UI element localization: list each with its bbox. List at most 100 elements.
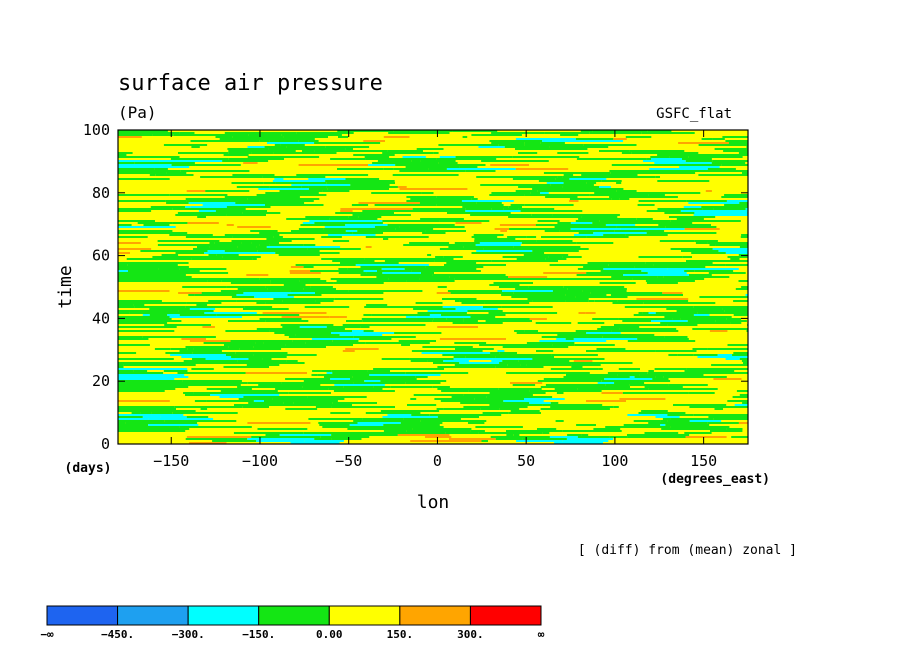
field-cell: [172, 222, 188, 224]
field-cell: [680, 318, 727, 320]
field-cell: [495, 366, 544, 368]
field-cell: [691, 252, 726, 254]
field-cell: [314, 222, 383, 224]
field-cell: [337, 168, 384, 170]
field-cell: [266, 246, 341, 248]
field-cell: [435, 256, 444, 258]
field-cell: [508, 412, 541, 414]
field-cell: [429, 314, 441, 316]
field-cell: [622, 224, 636, 226]
field-cell: [498, 388, 505, 390]
field-cell: [155, 174, 194, 176]
field-cell: [631, 218, 637, 220]
field-cell: [743, 362, 748, 364]
field-cell: [278, 254, 320, 256]
field-cell: [685, 160, 713, 162]
field-cell: [416, 148, 444, 150]
field-cell: [220, 290, 291, 292]
field-cell: [190, 140, 260, 142]
field-cell: [562, 176, 600, 178]
field-cell: [611, 276, 658, 278]
field-cell: [609, 436, 628, 438]
field-cell: [655, 312, 698, 314]
field-cell: [403, 244, 476, 246]
field-cell: [190, 206, 227, 208]
field-cell: [326, 186, 398, 188]
field-cell: [262, 176, 326, 178]
field-cell: [532, 188, 583, 190]
field-cell: [437, 366, 496, 368]
field-cell: [557, 334, 596, 336]
field-cell: [621, 152, 632, 154]
field-cell: [526, 364, 572, 366]
colorbar-swatch: [328, 605, 401, 626]
field-cell: [187, 222, 219, 224]
field-cell: [286, 360, 298, 362]
field-cell: [420, 420, 487, 422]
field-cell: [741, 286, 748, 288]
field-cell: [384, 260, 435, 262]
field-cell: [509, 228, 571, 230]
field-cell: [265, 302, 321, 304]
field-cell: [657, 154, 729, 156]
field-cell: [546, 182, 564, 184]
field-cell: [178, 310, 214, 312]
field-cell: [510, 410, 540, 412]
field-cell: [293, 402, 333, 404]
field-cell: [708, 272, 746, 274]
field-cell: [483, 206, 509, 208]
field-cell: [632, 278, 705, 280]
field-cell: [191, 368, 214, 370]
field-cell: [164, 420, 237, 422]
field-cell: [530, 192, 541, 194]
field-cell: [188, 384, 241, 386]
field-cell: [555, 296, 576, 298]
field-cell: [659, 240, 695, 242]
field-cell: [471, 252, 529, 254]
field-cell: [725, 358, 740, 360]
field-cell: [371, 192, 422, 194]
field-cell: [569, 200, 579, 202]
field-cell: [595, 334, 620, 336]
field-cell: [437, 416, 479, 418]
field-cell: [550, 184, 594, 186]
field-cell: [353, 420, 421, 422]
field-cell: [436, 204, 504, 206]
field-cell: [601, 180, 622, 182]
field-cell: [148, 424, 199, 426]
field-cell: [281, 382, 354, 384]
field-cell: [356, 426, 410, 428]
field-cell: [118, 364, 124, 366]
field-cell: [610, 384, 630, 386]
x-tick-label: −50: [335, 452, 362, 470]
field-cell: [442, 354, 474, 356]
field-cell: [616, 190, 637, 192]
field-cell: [253, 346, 326, 348]
field-cell: [273, 298, 335, 300]
field-cell: [332, 260, 375, 262]
field-cell: [118, 330, 175, 332]
heatmap-field: [118, 130, 748, 444]
field-cell: [156, 410, 196, 412]
field-cell: [186, 302, 222, 304]
field-cell: [224, 344, 286, 346]
field-cell: [286, 218, 330, 220]
field-cell: [727, 348, 748, 350]
field-cell: [449, 276, 508, 278]
field-cell: [134, 162, 195, 164]
field-cell: [118, 366, 124, 368]
field-cell: [394, 332, 442, 334]
field-cell: [189, 308, 215, 310]
field-cell: [573, 360, 593, 362]
field-cell: [330, 412, 351, 414]
field-cell: [646, 232, 717, 234]
field-cell: [531, 214, 553, 216]
field-cell: [439, 248, 484, 250]
field-cell: [118, 430, 186, 432]
field-cell: [432, 274, 506, 276]
field-cell: [581, 216, 618, 218]
field-cell: [684, 432, 712, 434]
field-cell: [532, 300, 566, 302]
field-cell: [462, 206, 484, 208]
field-cell: [205, 358, 236, 360]
